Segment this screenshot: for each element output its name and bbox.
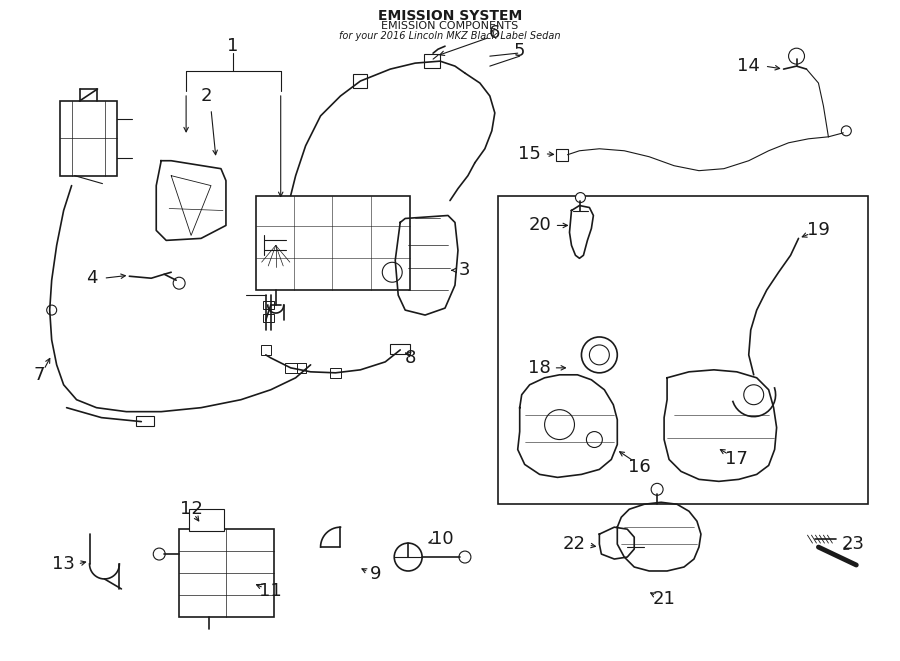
- Text: 20: 20: [528, 216, 551, 235]
- Text: 1: 1: [227, 37, 239, 56]
- Bar: [179, 529, 274, 617]
- Text: 16: 16: [628, 459, 651, 477]
- Text: 7: 7: [34, 366, 46, 384]
- Text: 12: 12: [180, 500, 202, 518]
- Circle shape: [743, 385, 764, 405]
- Bar: [391, 344, 410, 354]
- Circle shape: [459, 551, 471, 563]
- Bar: [296, 363, 306, 373]
- Bar: [424, 54, 440, 68]
- Text: 19: 19: [807, 221, 830, 239]
- Text: 8: 8: [404, 349, 416, 367]
- Text: 22: 22: [563, 535, 586, 553]
- Circle shape: [382, 262, 402, 282]
- Bar: [354, 74, 367, 88]
- Bar: [263, 314, 274, 322]
- Circle shape: [587, 432, 602, 447]
- Bar: [136, 416, 154, 426]
- Circle shape: [590, 345, 609, 365]
- Bar: [329, 368, 341, 378]
- Bar: [189, 509, 224, 531]
- Bar: [555, 149, 568, 161]
- Text: 6: 6: [489, 24, 500, 42]
- Circle shape: [581, 337, 617, 373]
- Text: 21: 21: [652, 590, 676, 608]
- Text: 14: 14: [737, 57, 760, 75]
- Text: 13: 13: [52, 555, 75, 573]
- Circle shape: [394, 543, 422, 571]
- Circle shape: [575, 192, 585, 202]
- Text: 2: 2: [201, 87, 212, 105]
- Text: 17: 17: [725, 450, 748, 469]
- Circle shape: [153, 548, 166, 560]
- Text: 5: 5: [514, 42, 526, 60]
- Circle shape: [842, 126, 851, 136]
- Circle shape: [788, 48, 805, 64]
- Bar: [59, 101, 117, 176]
- Text: 3: 3: [459, 261, 471, 279]
- Text: 9: 9: [370, 565, 381, 583]
- Bar: [498, 196, 868, 504]
- Text: EMISSION SYSTEM: EMISSION SYSTEM: [378, 9, 522, 23]
- Bar: [261, 345, 271, 355]
- Circle shape: [544, 410, 574, 440]
- Circle shape: [173, 277, 185, 289]
- Text: 4: 4: [86, 269, 97, 288]
- Text: 18: 18: [528, 359, 551, 377]
- Bar: [256, 196, 410, 290]
- Circle shape: [47, 305, 57, 315]
- Text: 10: 10: [431, 530, 454, 548]
- Bar: [263, 301, 274, 309]
- Text: EMISSION COMPONENTS: EMISSION COMPONENTS: [382, 21, 518, 31]
- Text: 15: 15: [518, 145, 541, 163]
- Circle shape: [652, 483, 663, 495]
- Text: 23: 23: [842, 535, 865, 553]
- Text: 11: 11: [259, 582, 282, 600]
- Bar: [284, 363, 297, 373]
- Text: for your 2016 Lincoln MKZ Black Label Sedan: for your 2016 Lincoln MKZ Black Label Se…: [339, 31, 561, 41]
